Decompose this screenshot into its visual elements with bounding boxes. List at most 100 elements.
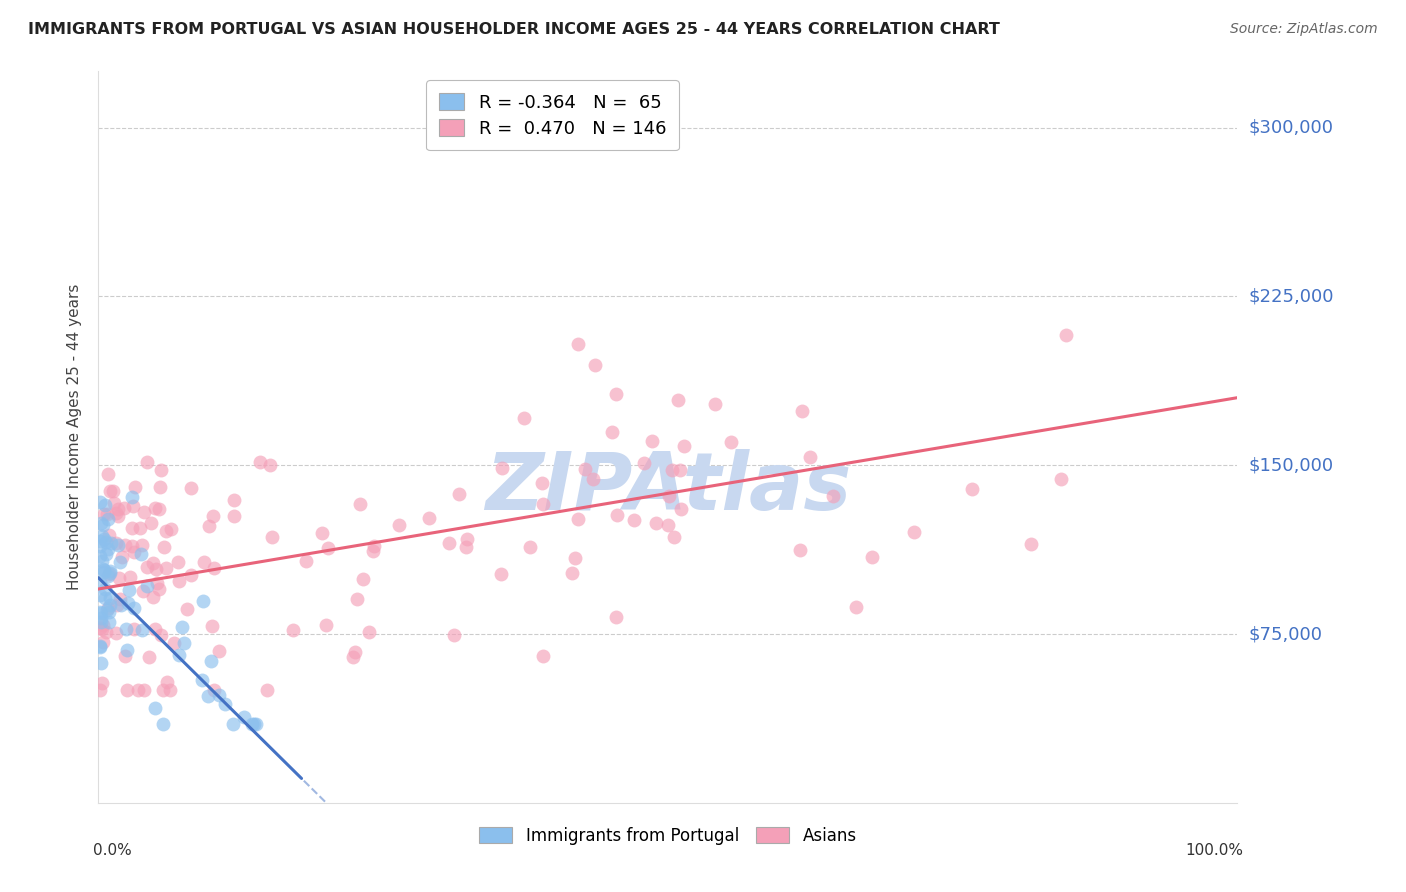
Point xyxy=(121,521,143,535)
Point xyxy=(224,509,246,524)
Point xyxy=(110,598,132,612)
Point xyxy=(443,627,465,641)
Point xyxy=(202,683,225,698)
Point xyxy=(97,511,120,525)
Point xyxy=(105,598,128,612)
Point xyxy=(342,650,364,665)
Point xyxy=(644,516,666,531)
Point xyxy=(249,455,271,469)
Point xyxy=(122,499,145,513)
Point xyxy=(349,497,371,511)
Point xyxy=(132,505,155,519)
Point xyxy=(97,615,120,629)
Point xyxy=(90,606,112,620)
Point xyxy=(97,601,120,615)
Point xyxy=(122,601,145,615)
Point xyxy=(98,591,121,605)
Point xyxy=(148,501,170,516)
Point xyxy=(491,567,513,582)
Point xyxy=(94,534,117,549)
Point xyxy=(110,550,132,565)
Point xyxy=(232,710,254,724)
Point xyxy=(633,456,655,470)
Point xyxy=(513,410,536,425)
Point xyxy=(193,555,215,569)
Legend: Immigrants from Portugal, Asians: Immigrants from Portugal, Asians xyxy=(471,818,865,853)
Point xyxy=(159,683,181,698)
Point xyxy=(243,717,266,731)
Point xyxy=(388,518,411,533)
Point xyxy=(202,508,225,523)
Point xyxy=(89,516,111,531)
Point xyxy=(456,533,478,547)
Point xyxy=(567,512,589,526)
Point xyxy=(143,501,166,516)
Point xyxy=(89,549,111,563)
Point xyxy=(173,636,195,650)
Point xyxy=(96,602,118,616)
Point xyxy=(641,434,664,448)
Text: 0.0%: 0.0% xyxy=(93,843,132,858)
Point xyxy=(657,518,679,533)
Point xyxy=(93,565,115,579)
Point xyxy=(860,550,883,565)
Point xyxy=(449,487,471,501)
Point xyxy=(170,620,193,634)
Point xyxy=(704,396,727,410)
Point xyxy=(131,623,153,637)
Point xyxy=(114,538,136,552)
Point xyxy=(114,622,136,636)
Point xyxy=(105,625,128,640)
Point xyxy=(669,501,692,516)
Point xyxy=(148,582,170,596)
Text: ZIPAtlas: ZIPAtlas xyxy=(485,450,851,527)
Point xyxy=(124,481,146,495)
Point xyxy=(240,717,263,731)
Point xyxy=(720,434,742,449)
Point xyxy=(100,536,122,550)
Point xyxy=(845,600,868,615)
Point xyxy=(97,566,120,581)
Point xyxy=(107,501,129,516)
Point xyxy=(346,592,368,607)
Point xyxy=(135,579,157,593)
Point xyxy=(103,495,125,509)
Point xyxy=(149,480,172,494)
Point xyxy=(146,576,169,591)
Point xyxy=(583,358,606,372)
Point xyxy=(142,590,165,604)
Point xyxy=(222,717,245,731)
Point xyxy=(153,541,176,555)
Point xyxy=(97,569,120,583)
Point xyxy=(1019,537,1042,551)
Text: $225,000: $225,000 xyxy=(1249,287,1334,305)
Point xyxy=(96,547,118,561)
Point xyxy=(799,450,821,465)
Point xyxy=(152,717,174,731)
Point xyxy=(94,591,117,606)
Point xyxy=(89,683,111,698)
Point xyxy=(118,583,141,598)
Point xyxy=(138,650,160,665)
Point xyxy=(97,467,120,481)
Point xyxy=(114,648,136,663)
Point xyxy=(198,518,221,533)
Point xyxy=(91,675,114,690)
Point xyxy=(789,543,811,558)
Point xyxy=(156,675,179,690)
Point xyxy=(91,554,114,568)
Point xyxy=(519,540,541,554)
Point xyxy=(135,454,157,468)
Point xyxy=(605,609,627,624)
Point xyxy=(669,463,692,477)
Point xyxy=(167,556,190,570)
Point xyxy=(202,561,225,575)
Point xyxy=(89,495,111,509)
Point xyxy=(260,530,283,544)
Point xyxy=(152,683,174,698)
Point xyxy=(180,481,202,495)
Point xyxy=(163,636,186,650)
Point xyxy=(672,439,695,453)
Point xyxy=(131,538,153,552)
Point xyxy=(136,559,159,574)
